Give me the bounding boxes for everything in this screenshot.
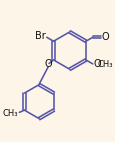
Text: O: O (44, 59, 52, 69)
Text: CH₃: CH₃ (97, 60, 112, 69)
Text: CH₃: CH₃ (2, 109, 18, 118)
Text: O: O (93, 59, 100, 69)
Text: O: O (101, 32, 108, 42)
Text: Br: Br (34, 31, 45, 41)
